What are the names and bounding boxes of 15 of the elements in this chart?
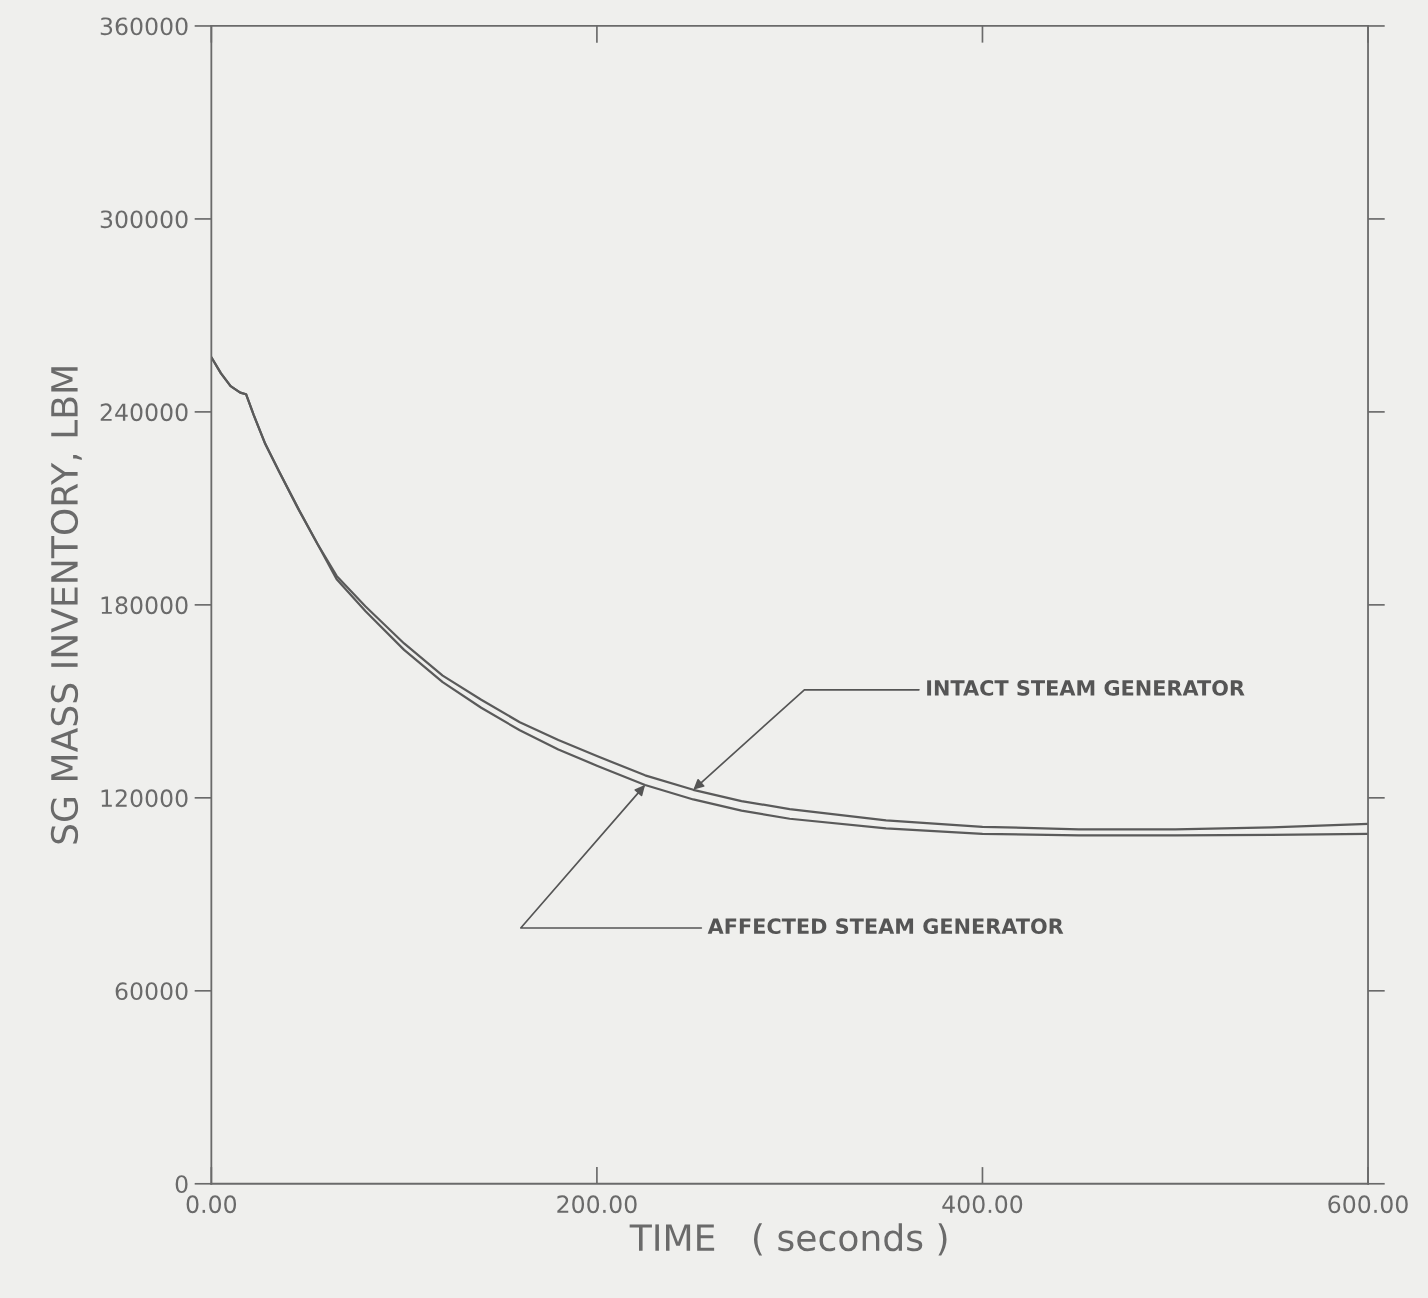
y-tick-label: 300000 <box>100 210 188 229</box>
x-tick-label: 200.00 <box>557 1195 637 1214</box>
y-tick-label: 0 <box>175 1175 188 1194</box>
y-tick-label: 180000 <box>101 596 188 615</box>
y-tick-label: 360000 <box>100 17 188 36</box>
x-tick-label: 0.00 <box>186 1195 237 1214</box>
y-tick-label: 240000 <box>100 403 188 422</box>
annotation: INTACT STEAM GENERATOR <box>927 680 1245 696</box>
x-tick-label: 600.00 <box>1328 1195 1408 1214</box>
y-tick-label: 120000 <box>101 789 188 808</box>
y-tick-label: 60000 <box>115 982 188 1001</box>
x-tick-label: 400.00 <box>942 1195 1023 1214</box>
y-axis-title: SG MASS INVENTORY, LBM <box>50 367 82 844</box>
annotation: AFFECTED STEAM GENERATOR <box>707 918 1064 935</box>
x-axis-title: TIME ( seconds ) <box>629 1223 947 1256</box>
